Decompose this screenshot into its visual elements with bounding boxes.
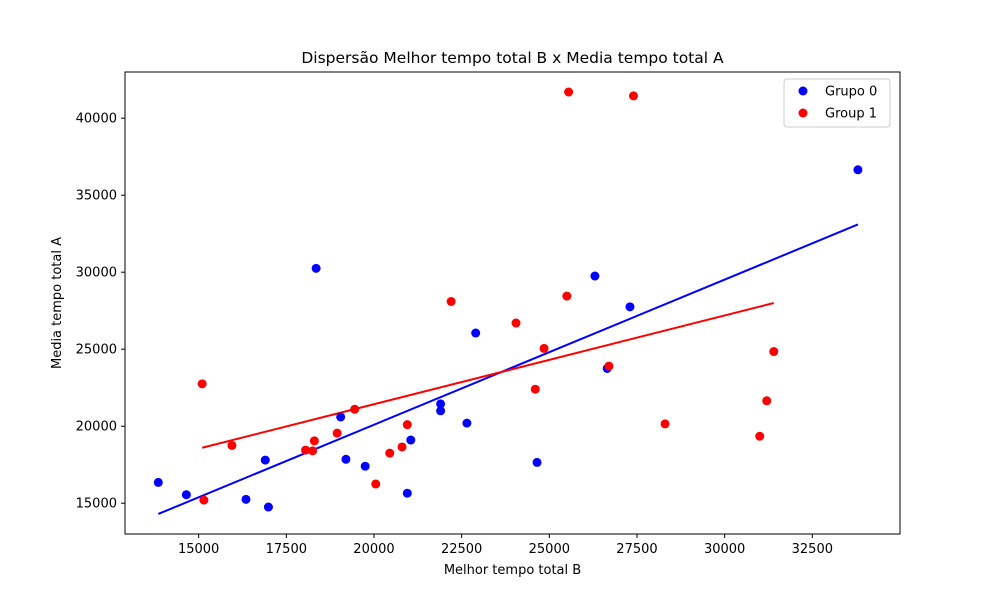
grupo-0-point bbox=[153, 477, 163, 487]
group-1-point bbox=[402, 420, 412, 430]
group-1-point bbox=[628, 91, 638, 101]
grupo-0-point bbox=[532, 457, 542, 467]
y-tick-label: 40000 bbox=[76, 112, 117, 127]
group-1-point bbox=[660, 419, 670, 429]
group-1-point bbox=[562, 291, 572, 301]
x-tick-label: 17500 bbox=[266, 542, 307, 557]
x-tick-label: 25000 bbox=[529, 542, 570, 557]
legend-box bbox=[783, 78, 891, 128]
y-axis-label: Media tempo total A bbox=[50, 237, 65, 369]
group-1-point bbox=[308, 446, 318, 456]
x-tick-label: 30000 bbox=[704, 542, 745, 557]
grupo-0-point bbox=[853, 165, 863, 175]
y-tick-label: 35000 bbox=[76, 189, 117, 204]
grupo-0-point bbox=[402, 488, 412, 498]
grupo-0-point bbox=[260, 455, 270, 465]
group-1-point bbox=[350, 404, 360, 414]
grupo-0-point bbox=[336, 412, 346, 422]
group-1-point bbox=[197, 379, 207, 389]
group-1-point bbox=[604, 361, 614, 371]
group-1-trend-line bbox=[201, 302, 775, 449]
grupo-0-point bbox=[436, 406, 446, 416]
legend-marker-group-1 bbox=[798, 108, 808, 118]
grupo-0-point bbox=[471, 328, 481, 338]
trend-lines bbox=[157, 223, 859, 515]
y-axis: 15000 20000 25000 30000 35000 40000 bbox=[76, 112, 125, 512]
x-tick-label: 32500 bbox=[792, 542, 833, 557]
grupo-0-point bbox=[311, 263, 321, 273]
grupo-0-point bbox=[263, 502, 273, 512]
x-tick-label: 27500 bbox=[616, 542, 657, 557]
x-tick-label: 20000 bbox=[353, 542, 394, 557]
group-1-point bbox=[332, 428, 342, 438]
group-1-point bbox=[199, 495, 209, 505]
y-tick-label: 20000 bbox=[76, 420, 117, 435]
grupo-0-point bbox=[436, 399, 446, 409]
group-1-point bbox=[762, 396, 772, 406]
grupo-0-point bbox=[341, 454, 351, 464]
x-axis: 15000 17500 20000 22500 25000 27500 30000 32500 bbox=[178, 534, 833, 557]
group-1-point bbox=[371, 479, 381, 489]
group-1-point bbox=[564, 87, 574, 97]
legend-label-grupo-0: Grupo 0 bbox=[825, 85, 877, 100]
legend-label-group-1: Group 1 bbox=[825, 107, 877, 122]
y-tick-label: 25000 bbox=[76, 343, 117, 358]
group-1-point bbox=[755, 431, 765, 441]
plot-frame bbox=[124, 71, 901, 535]
y-tick-label: 15000 bbox=[76, 497, 117, 512]
grupo-0-point bbox=[590, 271, 600, 281]
legend: Grupo 0 Group 1 bbox=[783, 78, 891, 128]
x-tick-label: 15000 bbox=[178, 542, 219, 557]
legend-marker-grupo-0 bbox=[798, 86, 808, 96]
group-1-point bbox=[227, 440, 237, 450]
x-axis-label: Melhor tempo total B bbox=[444, 563, 581, 578]
grupo-0-point bbox=[625, 302, 635, 312]
grupo-0-trend-line bbox=[157, 223, 859, 515]
group-1-point bbox=[385, 448, 395, 458]
x-tick-label: 22500 bbox=[441, 542, 482, 557]
grupo-0-point bbox=[406, 435, 416, 445]
y-tick-label: 30000 bbox=[76, 266, 117, 281]
group-1-point bbox=[539, 343, 549, 353]
group-1-point bbox=[301, 445, 311, 455]
plot-area bbox=[125, 72, 900, 534]
grupo-0-point bbox=[462, 418, 472, 428]
group-1-point bbox=[530, 384, 540, 394]
chart-title: Dispersão Melhor tempo total B x Media t… bbox=[301, 49, 724, 67]
group-1-point bbox=[309, 436, 319, 446]
data-points bbox=[153, 87, 863, 512]
group-1-point bbox=[769, 347, 779, 357]
grupo-0-point bbox=[181, 490, 191, 500]
group-1-point bbox=[446, 296, 456, 306]
group-1-point bbox=[397, 442, 407, 452]
group-1-point bbox=[511, 318, 521, 328]
grupo-0-point bbox=[360, 461, 370, 471]
grupo-0-point bbox=[241, 494, 251, 504]
